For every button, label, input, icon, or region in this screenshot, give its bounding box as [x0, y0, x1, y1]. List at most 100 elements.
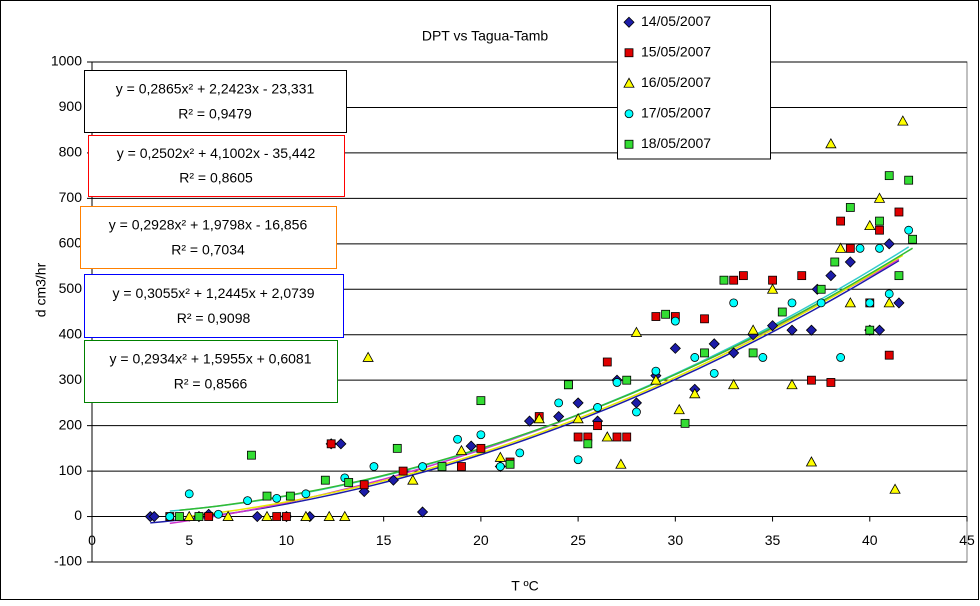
point	[495, 462, 505, 471]
y-tick-label: 100	[59, 462, 83, 478]
point	[222, 510, 234, 521]
point	[300, 510, 312, 521]
point	[457, 462, 466, 471]
x-tick-label: 15	[376, 532, 392, 548]
point	[262, 491, 272, 501]
equation-box	[84, 274, 344, 338]
point	[836, 216, 846, 226]
y-tick-label: 200	[59, 416, 83, 432]
trendline-r2: R² = 0,9479	[178, 105, 252, 121]
point	[690, 353, 700, 362]
point	[398, 466, 408, 476]
point	[523, 415, 536, 427]
point	[301, 489, 311, 499]
legend-marker	[624, 109, 634, 119]
point	[680, 418, 690, 428]
point	[875, 216, 884, 226]
point	[748, 348, 758, 358]
equation-box	[84, 70, 347, 133]
point	[673, 403, 685, 415]
point	[908, 234, 917, 244]
point	[573, 455, 583, 465]
point	[323, 510, 335, 521]
point	[661, 309, 671, 319]
x-tick-label: 45	[959, 532, 975, 548]
point	[418, 462, 427, 471]
y-tick-label: -100	[54, 553, 82, 569]
legend-label: 15/05/2007	[641, 43, 711, 59]
trendline	[150, 259, 900, 524]
point	[830, 257, 840, 267]
y-axis-label: d cm3/hr	[33, 262, 49, 317]
point	[875, 225, 884, 235]
point	[175, 512, 184, 521]
point	[884, 171, 894, 181]
point	[553, 410, 565, 423]
point	[183, 510, 195, 521]
y-tick-label: 900	[59, 98, 83, 114]
point	[476, 396, 486, 406]
x-tick-label: 20	[473, 532, 489, 548]
x-tick-label: 30	[668, 532, 684, 548]
point	[194, 512, 204, 521]
point	[805, 324, 818, 336]
point	[362, 351, 374, 362]
point	[335, 438, 347, 450]
x-tick-label: 35	[765, 532, 781, 548]
point	[894, 271, 904, 281]
point	[873, 192, 886, 203]
x-axis-label: T ºC	[511, 578, 538, 594]
point	[816, 284, 826, 294]
point	[453, 434, 462, 444]
trendline-r2: R² = 0,9098	[177, 310, 251, 326]
point	[738, 271, 748, 281]
point	[261, 510, 273, 521]
legend-marker	[623, 77, 635, 88]
point	[834, 242, 847, 253]
point	[728, 347, 740, 359]
point	[855, 243, 865, 253]
point	[572, 397, 584, 409]
x-tick-label: 10	[279, 532, 295, 548]
point	[515, 448, 525, 458]
point	[786, 378, 798, 390]
point	[204, 512, 214, 521]
point	[465, 440, 477, 452]
point	[670, 316, 680, 326]
point	[709, 368, 719, 378]
point	[339, 510, 351, 521]
point	[593, 421, 602, 431]
point	[845, 243, 855, 253]
point	[777, 307, 787, 317]
equation-box	[80, 206, 337, 269]
point	[272, 493, 282, 503]
point	[247, 450, 256, 460]
point	[573, 432, 583, 442]
point	[894, 207, 904, 217]
y-tick-label: 1000	[51, 53, 82, 69]
point	[883, 238, 895, 250]
point	[612, 378, 622, 387]
point	[865, 298, 875, 308]
point	[601, 431, 613, 442]
point	[766, 283, 779, 294]
point	[758, 353, 768, 362]
point	[884, 289, 894, 299]
point	[897, 115, 909, 126]
point	[494, 451, 507, 462]
y-tick-label: 600	[59, 235, 83, 251]
point	[612, 432, 622, 442]
point	[505, 459, 515, 469]
trendline-equation: y = 0,2502x² + 4,1002x - 35,442	[117, 145, 316, 161]
legend	[617, 5, 771, 160]
point	[593, 403, 602, 412]
point	[326, 439, 336, 449]
point	[805, 456, 818, 467]
point	[563, 380, 573, 390]
trendline-r2: R² = 0,7034	[171, 241, 245, 257]
legend-label: 16/05/2007	[641, 74, 711, 90]
point	[165, 512, 175, 521]
legend-marker	[624, 139, 634, 149]
point	[844, 297, 857, 308]
